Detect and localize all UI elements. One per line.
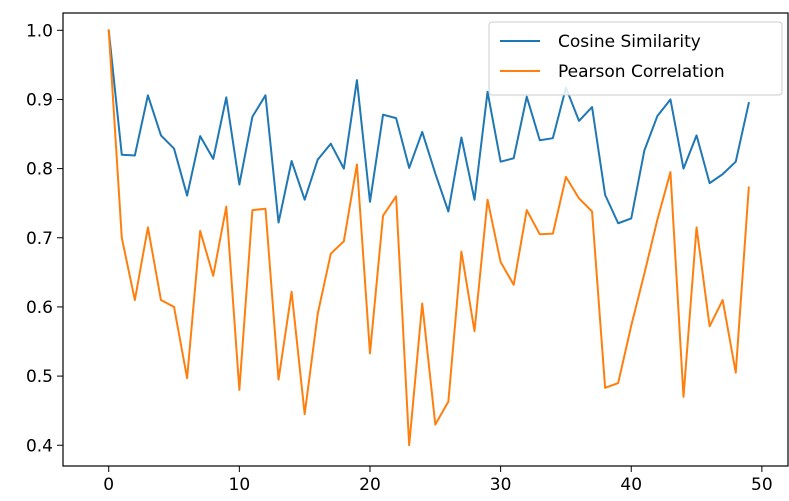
series-line-0 [107, 29, 750, 225]
series-line-1 [107, 29, 750, 447]
legend-label-0: Cosine Similarity [558, 32, 701, 52]
legend-box [488, 21, 783, 96]
y-tick-label: 0.9 [26, 90, 53, 110]
y-tick-label: 0.7 [26, 229, 53, 249]
x-tick-label: 20 [359, 475, 381, 495]
y-tick-label: 0.5 [26, 367, 53, 387]
x-tick-label: 30 [490, 475, 512, 495]
legend: Cosine Similarity Pearson Correlation [488, 21, 783, 96]
y-tick-label: 0.6 [26, 298, 53, 318]
y-tick-label: 0.8 [26, 160, 53, 180]
axes: 0 10 20 30 40 50 0.4 0.5 0.6 0.7 0.8 0.9 1.0 [26, 12, 789, 495]
y-tick-label: 0.4 [26, 436, 53, 456]
x-tick-label: 10 [229, 475, 251, 495]
legend-label-1: Pearson Correlation [558, 62, 725, 82]
x-tick-label: 50 [751, 475, 773, 495]
x-tick-label: 0 [103, 475, 114, 495]
x-tick-label: 40 [620, 475, 642, 495]
y-tick-label: 1.0 [26, 21, 53, 41]
axes-frame [62, 12, 789, 467]
series-layer [107, 29, 750, 447]
